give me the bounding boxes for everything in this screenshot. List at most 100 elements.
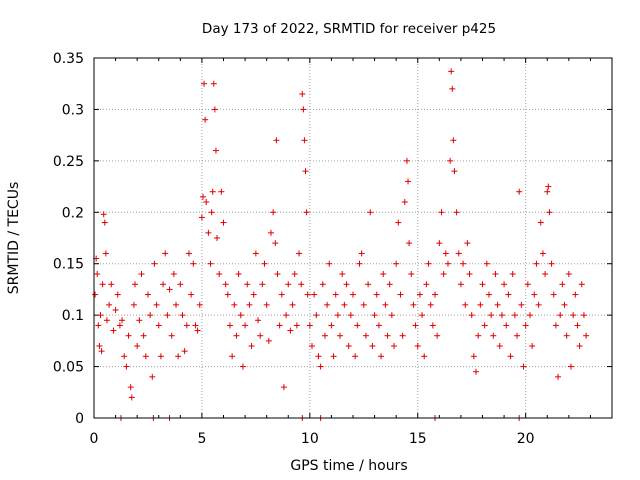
data-point bbox=[544, 188, 551, 195]
data-point bbox=[436, 240, 443, 247]
data-point bbox=[494, 301, 501, 308]
data-point bbox=[229, 353, 236, 360]
y-tick-label: 0.2 bbox=[62, 205, 84, 221]
data-point bbox=[529, 343, 536, 349]
data-point bbox=[578, 281, 585, 288]
data-point bbox=[545, 183, 552, 190]
x-tick-label: 20 bbox=[517, 431, 535, 447]
data-point bbox=[470, 353, 477, 360]
data-point bbox=[95, 322, 102, 329]
data-point bbox=[434, 332, 441, 339]
data-point bbox=[299, 91, 306, 97]
data-point bbox=[177, 281, 184, 288]
data-point bbox=[533, 260, 540, 267]
data-point bbox=[231, 301, 238, 308]
data-point bbox=[350, 291, 356, 298]
data-point bbox=[332, 291, 339, 298]
data-points bbox=[92, 68, 590, 421]
data-point bbox=[246, 301, 253, 308]
data-point bbox=[565, 271, 572, 277]
data-point bbox=[216, 271, 223, 277]
data-point bbox=[354, 322, 361, 329]
data-point bbox=[339, 271, 346, 277]
data-point bbox=[207, 260, 214, 267]
data-point bbox=[224, 291, 231, 298]
data-point bbox=[308, 343, 315, 349]
data-point bbox=[347, 312, 354, 319]
data-point bbox=[121, 353, 128, 360]
data-point bbox=[123, 363, 130, 370]
data-point bbox=[164, 312, 171, 319]
data-point bbox=[255, 317, 262, 324]
data-point bbox=[490, 332, 497, 339]
data-point bbox=[222, 281, 229, 288]
data-point bbox=[393, 260, 400, 267]
data-point bbox=[546, 209, 553, 216]
data-point bbox=[460, 260, 467, 267]
data-point bbox=[399, 332, 406, 339]
data-point bbox=[570, 312, 577, 319]
data-point bbox=[401, 199, 408, 205]
data-point bbox=[185, 250, 192, 257]
data-point bbox=[190, 260, 197, 267]
data-point bbox=[157, 353, 164, 360]
data-point bbox=[453, 209, 460, 216]
data-point bbox=[116, 322, 123, 329]
data-point bbox=[375, 322, 382, 329]
data-point bbox=[395, 219, 402, 226]
data-point bbox=[250, 291, 257, 298]
data-point bbox=[337, 332, 344, 339]
data-point bbox=[287, 327, 294, 334]
data-point bbox=[237, 312, 244, 319]
data-point bbox=[198, 214, 205, 221]
data-point bbox=[330, 353, 337, 360]
data-point bbox=[142, 353, 149, 360]
data-point bbox=[209, 188, 216, 195]
data-point bbox=[208, 209, 215, 216]
data-point bbox=[343, 281, 350, 288]
data-point bbox=[244, 281, 251, 288]
data-point bbox=[576, 343, 583, 349]
y-tick-label: 0.05 bbox=[53, 360, 84, 376]
data-point bbox=[248, 343, 255, 349]
data-point bbox=[531, 291, 538, 298]
chart-title: Day 173 of 2022, SRMTID for receiver p42… bbox=[202, 21, 496, 37]
data-point bbox=[466, 271, 473, 277]
data-point bbox=[147, 312, 154, 319]
data-point bbox=[412, 322, 419, 329]
data-point bbox=[324, 301, 331, 308]
data-point bbox=[155, 322, 162, 329]
data-point bbox=[391, 343, 398, 349]
data-point bbox=[261, 260, 268, 267]
data-point bbox=[524, 281, 531, 288]
data-point bbox=[220, 219, 227, 226]
data-point bbox=[242, 322, 249, 329]
data-point bbox=[505, 291, 512, 298]
data-point bbox=[408, 271, 415, 277]
data-point bbox=[498, 312, 505, 319]
data-point bbox=[367, 209, 374, 216]
data-point bbox=[296, 250, 303, 257]
data-point bbox=[98, 348, 105, 355]
data-point bbox=[561, 301, 568, 308]
data-point bbox=[419, 312, 426, 319]
data-point bbox=[386, 281, 393, 288]
data-point bbox=[285, 281, 292, 288]
data-point bbox=[239, 363, 246, 370]
data-point bbox=[313, 312, 320, 319]
data-point bbox=[511, 312, 518, 319]
data-point bbox=[226, 322, 233, 329]
y-tick-label: 0.35 bbox=[53, 51, 84, 67]
data-point bbox=[501, 281, 508, 288]
y-tick-label: 0.15 bbox=[53, 257, 84, 273]
data-point bbox=[382, 301, 389, 308]
data-point bbox=[153, 301, 160, 308]
data-point bbox=[572, 291, 579, 298]
data-point bbox=[203, 199, 210, 205]
x-tick-label: 0 bbox=[90, 431, 99, 447]
data-point bbox=[92, 291, 99, 298]
y-axis-title: SRMTID / TECUs bbox=[6, 182, 22, 295]
data-point bbox=[479, 281, 486, 288]
data-point bbox=[535, 301, 542, 308]
data-point bbox=[166, 286, 173, 293]
